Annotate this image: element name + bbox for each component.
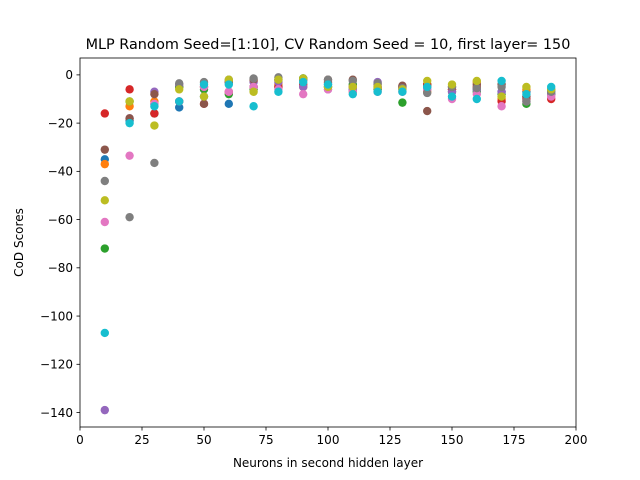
data-point	[150, 89, 159, 99]
x-tick-label: 175	[503, 433, 526, 447]
data-point	[348, 82, 357, 92]
data-point	[423, 106, 432, 116]
data-point	[150, 121, 159, 130]
data-point	[125, 97, 134, 106]
data-point	[125, 85, 134, 94]
data-point	[175, 97, 184, 106]
data-point	[175, 85, 184, 94]
data-point	[100, 196, 110, 205]
data-point	[323, 80, 333, 89]
data-point	[373, 87, 382, 96]
data-point	[497, 76, 506, 86]
data-point	[522, 89, 531, 99]
y-tick-label: −100	[40, 309, 73, 323]
data-point	[447, 92, 457, 101]
data-point	[150, 102, 159, 111]
x-tick-label: 150	[441, 433, 464, 447]
data-point	[100, 176, 110, 186]
data-point	[125, 151, 134, 160]
x-tick-label: 75	[258, 433, 273, 447]
data-point	[274, 87, 283, 96]
x-tick-label: 0	[76, 433, 84, 447]
chart-title: MLP Random Seed=[1:10], CV Random Seed =…	[86, 37, 571, 53]
data-point	[224, 99, 233, 109]
data-point	[274, 75, 283, 84]
data-point	[398, 98, 407, 107]
series-10	[100, 76, 556, 338]
data-point	[100, 109, 110, 118]
data-point	[472, 76, 481, 86]
data-point	[249, 87, 258, 96]
data-point	[100, 328, 110, 338]
data-point	[150, 109, 159, 118]
data-point	[199, 80, 209, 89]
data-point	[224, 87, 233, 96]
y-tick-label: −60	[48, 213, 73, 227]
data-point	[547, 82, 556, 92]
x-tick-label: 125	[379, 433, 402, 447]
data-point	[150, 158, 159, 168]
data-point	[199, 99, 209, 109]
y-tick-label: −40	[48, 165, 73, 179]
data-point	[100, 145, 110, 154]
data-point	[125, 118, 134, 128]
x-axis-label: Neurons in second hidden layer	[233, 456, 423, 470]
x-tick-label: 50	[196, 433, 211, 447]
data-point	[175, 79, 184, 88]
y-tick-label: −20	[48, 116, 73, 130]
data-point	[423, 88, 432, 98]
data-point	[522, 82, 531, 92]
data-point	[175, 103, 184, 112]
x-axis-ticks: 0 25 50 75 100 125 150 175 200	[76, 427, 587, 447]
data-point	[423, 82, 432, 92]
x-tick-label: 100	[317, 433, 340, 447]
y-axis-ticks: −140 −120 −100 −80 −60 −40 −20 0	[40, 68, 80, 420]
data-point	[249, 102, 258, 111]
data-points	[100, 73, 556, 415]
y-tick-label: −140	[40, 406, 73, 420]
data-point	[299, 89, 308, 99]
data-point	[472, 83, 481, 93]
data-point	[299, 77, 308, 87]
y-tick-label: 0	[65, 68, 73, 82]
data-point	[497, 92, 506, 101]
data-point	[522, 97, 531, 106]
data-point	[224, 80, 233, 89]
data-point	[497, 82, 506, 92]
data-point	[100, 159, 110, 169]
data-point	[398, 87, 407, 96]
y-tick-label: −80	[48, 261, 73, 275]
data-point	[472, 94, 481, 104]
x-tick-label: 200	[565, 433, 588, 447]
y-tick-label: −120	[40, 358, 73, 372]
x-tick-label: 25	[134, 433, 149, 447]
data-point	[199, 92, 209, 101]
data-point	[348, 76, 357, 86]
data-point	[100, 217, 110, 227]
y-axis-label: CoD Scores	[12, 208, 26, 277]
data-point	[125, 212, 134, 222]
data-point	[447, 80, 457, 89]
plot-frame	[79, 57, 577, 428]
data-point	[423, 76, 432, 86]
data-point	[249, 74, 258, 83]
data-point	[100, 244, 110, 253]
data-point	[348, 89, 357, 99]
data-point	[497, 102, 506, 111]
data-point	[100, 405, 110, 415]
